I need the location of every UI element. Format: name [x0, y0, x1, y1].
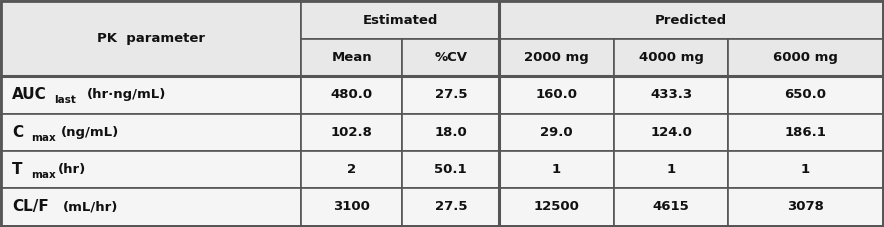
- Text: 18.0: 18.0: [434, 126, 467, 139]
- Text: PK  parameter: PK parameter: [97, 32, 205, 45]
- Text: 3078: 3078: [787, 200, 824, 213]
- Bar: [613, 114, 728, 151]
- Text: (hr·ng/mL): (hr·ng/mL): [87, 88, 166, 101]
- Text: 102.8: 102.8: [331, 126, 373, 139]
- Bar: [402, 151, 499, 188]
- Text: 12500: 12500: [534, 200, 580, 213]
- Bar: [2, 76, 301, 114]
- Bar: [613, 39, 728, 76]
- Text: 433.3: 433.3: [650, 88, 692, 101]
- Text: 124.0: 124.0: [650, 126, 692, 139]
- Bar: [728, 39, 882, 76]
- Bar: [613, 76, 728, 114]
- Text: max: max: [31, 170, 56, 180]
- Text: 50.1: 50.1: [435, 163, 467, 176]
- Bar: [728, 188, 882, 226]
- Bar: [2, 188, 301, 226]
- Bar: [301, 188, 402, 226]
- Bar: [402, 39, 499, 76]
- Bar: [301, 1, 499, 39]
- Bar: [301, 151, 402, 188]
- Bar: [402, 188, 499, 226]
- Text: 4615: 4615: [652, 200, 690, 213]
- Text: 480.0: 480.0: [331, 88, 373, 101]
- Text: 6000 mg: 6000 mg: [774, 51, 838, 64]
- Bar: [301, 76, 402, 114]
- Text: max: max: [31, 133, 56, 143]
- Bar: [402, 76, 499, 114]
- Bar: [499, 76, 613, 114]
- Bar: [499, 114, 613, 151]
- Text: (mL/hr): (mL/hr): [63, 200, 118, 213]
- Text: 650.0: 650.0: [784, 88, 827, 101]
- Text: Estimated: Estimated: [362, 14, 438, 27]
- Text: 2000 mg: 2000 mg: [524, 51, 589, 64]
- Bar: [728, 114, 882, 151]
- Bar: [301, 39, 402, 76]
- Bar: [728, 151, 882, 188]
- Bar: [402, 114, 499, 151]
- Text: 27.5: 27.5: [435, 200, 467, 213]
- Text: C: C: [12, 125, 23, 140]
- Bar: [499, 1, 882, 39]
- Text: (hr): (hr): [57, 163, 86, 176]
- Bar: [499, 39, 613, 76]
- Text: AUC: AUC: [12, 87, 47, 102]
- Text: 1: 1: [667, 163, 675, 176]
- Text: Predicted: Predicted: [655, 14, 727, 27]
- Bar: [499, 188, 613, 226]
- Text: 1: 1: [801, 163, 810, 176]
- Bar: [613, 151, 728, 188]
- Text: 4000 mg: 4000 mg: [638, 51, 704, 64]
- Text: Mean: Mean: [332, 51, 372, 64]
- Bar: [301, 114, 402, 151]
- Text: 160.0: 160.0: [536, 88, 577, 101]
- Text: 27.5: 27.5: [435, 88, 467, 101]
- Text: 2: 2: [347, 163, 356, 176]
- Text: 186.1: 186.1: [785, 126, 827, 139]
- Bar: [2, 114, 301, 151]
- Text: 29.0: 29.0: [540, 126, 573, 139]
- Text: 3100: 3100: [333, 200, 370, 213]
- Text: last: last: [54, 95, 76, 105]
- Bar: [2, 1, 301, 76]
- Bar: [499, 151, 613, 188]
- Bar: [728, 76, 882, 114]
- Bar: [613, 188, 728, 226]
- Text: 1: 1: [552, 163, 561, 176]
- Text: (ng/mL): (ng/mL): [60, 126, 118, 139]
- Text: CL/F: CL/F: [12, 200, 49, 215]
- Text: %CV: %CV: [434, 51, 468, 64]
- Text: T: T: [12, 162, 22, 177]
- Bar: [2, 151, 301, 188]
